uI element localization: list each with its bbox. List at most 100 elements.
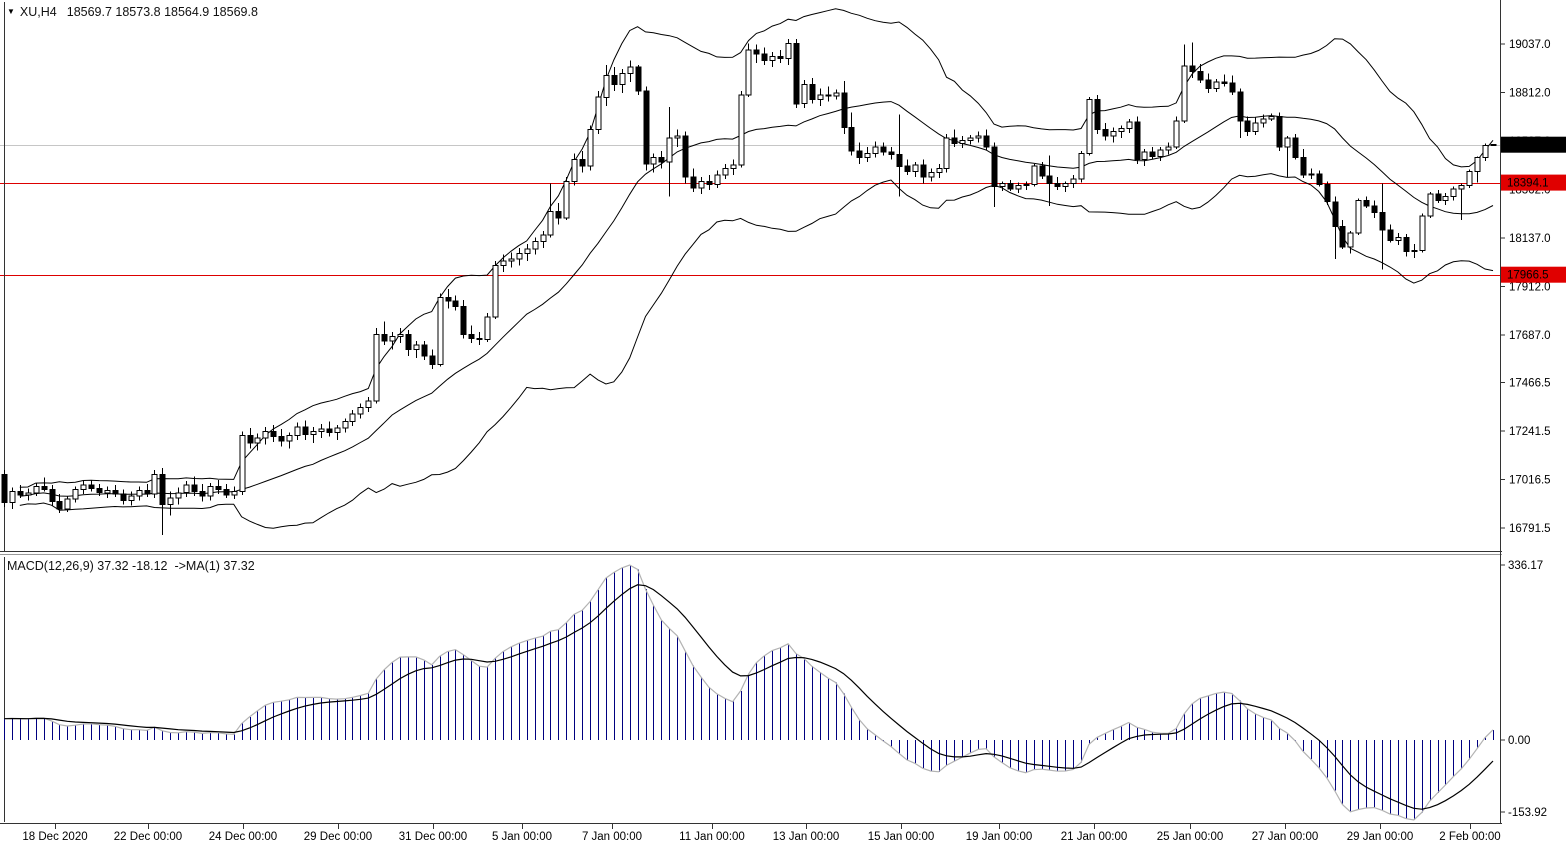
candle [1260,114,1267,128]
candle [286,432,293,449]
candle [1173,116,1180,149]
candle [112,485,119,498]
candle-body-bear [1244,120,1251,133]
candle-body-bull [1031,165,1038,185]
candle [1062,181,1069,193]
candle [294,422,301,440]
candle [191,476,198,496]
candle [872,141,879,158]
candle [1411,243,1418,258]
candle-body-bull [650,157,657,165]
candle-body-bull [151,473,158,495]
candle [1126,118,1133,133]
candle [88,479,95,492]
candle [1102,123,1109,141]
candle [1324,181,1331,205]
time-axis-label: 29 Dec 00:00 [304,831,372,843]
candle-body-bear [1189,65,1196,72]
candle [508,252,515,268]
candle [452,295,459,311]
candle-body-bull [674,135,681,139]
candle-body-bull [532,241,539,250]
candle [785,39,792,65]
price-axis[interactable]: 19037.018812.018587.018362.018137.017912… [1500,39,1566,819]
candle [698,177,705,195]
time-axis-label: 24 Dec 00:00 [209,831,277,843]
candle-body-bear [112,490,119,495]
candle [722,164,729,180]
candle [888,146,895,160]
candle-body-bull [167,497,174,506]
candle [1031,164,1038,187]
candle [318,423,325,438]
candle [1070,174,1077,188]
candle-body-bull [912,164,919,173]
candle [1466,169,1473,188]
candle [1316,170,1323,187]
candle [951,129,958,147]
ohlc-values: 18569.7 18573.8 18564.9 18569.8 [66,5,258,19]
candle-body-bull [1450,188,1457,197]
macd-indicator-label: MACD(12,26,9) 37.32 -18.12 ->MA(1) 37.32 [7,559,255,573]
candle-body-bull [516,253,523,260]
candle-body-bear [880,146,887,153]
candle-body-bull [769,55,776,62]
candle-body-bear [1276,116,1283,148]
candle-body-bear [888,151,895,155]
symbol-marker-icon[interactable]: ▼ [7,7,15,16]
candle-body-bull [730,164,737,169]
candle [943,133,950,173]
candles-layer [1,39,1497,535]
candle [500,254,507,272]
candle-body-bull [492,264,499,318]
macd-axis-label: -153.92 [1508,807,1547,819]
candle-body-bear [56,500,63,510]
candle-body-bull [1284,137,1291,148]
candle-body-bull [1419,215,1426,251]
candle-body-bear [476,338,483,341]
candle [476,332,483,346]
candle-body-bear [452,300,459,307]
candle-body-bear [643,90,650,165]
candle-body-bull [239,435,246,493]
candle [9,487,16,509]
candle-body-bull [294,426,301,437]
candle-body-bull [136,490,143,497]
candle-body-bear [1039,165,1046,177]
candle [484,312,491,342]
candle-body-bear [1197,70,1204,81]
candle-body-bear [468,333,475,340]
candle-body-bull [413,344,420,350]
candle-body-bear [326,428,333,433]
candle [904,159,911,175]
candle-body-bull [310,430,317,435]
candle [1229,75,1236,96]
candle-body-bull [1442,195,1449,202]
candle-body-bear [983,135,990,148]
time-axis-label: 31 Dec 00:00 [399,831,467,843]
candle-body-bear [991,146,998,188]
candle-body-bull [1268,116,1275,120]
candle-body-bear [658,157,665,163]
candle [468,325,475,343]
candle [1007,180,1014,191]
candle [848,112,855,156]
candle-body-bear [429,355,436,365]
candle [809,77,816,104]
candle-body-bear [777,55,784,59]
candle [817,88,824,106]
price-axis-label: 17241.5 [1509,426,1551,438]
candle [1300,149,1307,179]
candle-body-bear [896,153,903,167]
candle [658,151,665,169]
candle [144,484,151,498]
candle [650,153,657,173]
candle [1427,192,1434,218]
candle-body-bull [547,211,554,236]
candle-body-bear [825,94,832,97]
candle [1039,161,1046,180]
time-axis[interactable]: 18 Dec 2020 22 Dec 00:00 24 Dec 00:00 29 De… [22,823,1501,844]
candle-body-bull [666,137,673,163]
candle-body-bull [1141,151,1148,161]
